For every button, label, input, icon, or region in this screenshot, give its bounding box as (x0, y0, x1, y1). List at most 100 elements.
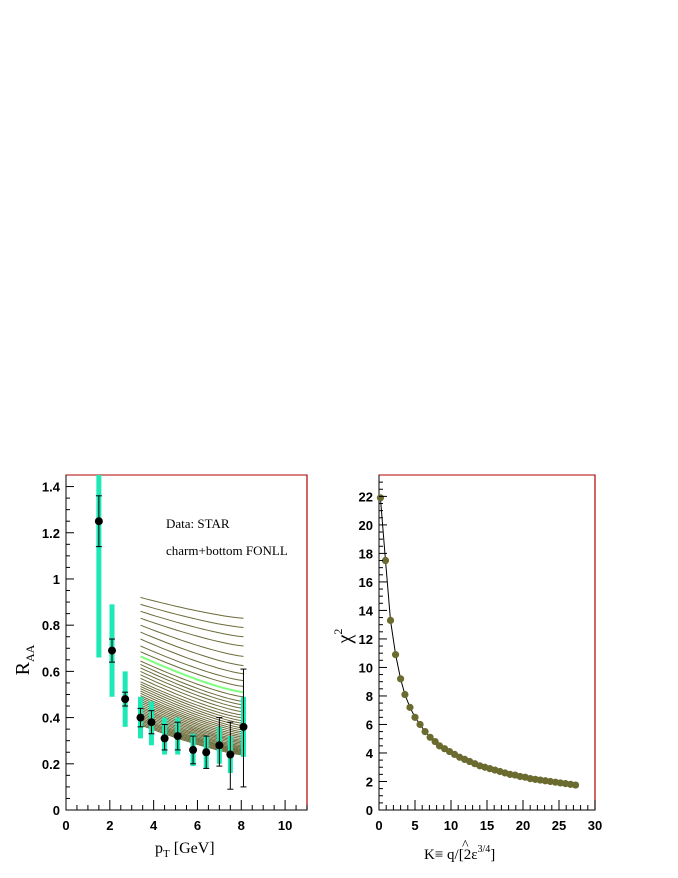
data-point (121, 695, 130, 704)
model-curve (140, 596, 244, 619)
right-y-tick-label: 14 (359, 603, 374, 618)
model-curve (140, 712, 244, 748)
right-x-tick-label: 10 (444, 818, 458, 833)
model-curve (140, 688, 244, 727)
left-y-tick-label: 1 (53, 572, 60, 587)
model-curve (140, 645, 244, 682)
left-x-label-sub: T (163, 848, 170, 860)
right-x-tick-label: 5 (411, 818, 418, 833)
chi2-point (397, 675, 405, 683)
model-curve (140, 683, 244, 722)
model-curve (140, 674, 244, 713)
chi2-point (421, 727, 429, 736)
model-curve (140, 711, 244, 747)
model-curve (140, 677, 244, 716)
data-point (239, 722, 248, 731)
data-point (215, 741, 224, 750)
chi2-point (416, 720, 424, 729)
left-x-label-unit: [GeV] (174, 840, 215, 857)
left-y-tick-label: 0.8 (42, 618, 60, 633)
model-curves (140, 596, 244, 756)
model-curve (140, 695, 244, 733)
model-curve (140, 706, 244, 743)
chi2-point (386, 616, 395, 625)
systematic-band (96, 475, 102, 658)
right-y-tick-label: 12 (359, 632, 373, 647)
right-x-tick-label: 15 (480, 818, 494, 833)
left-y-tick-label: 1.2 (42, 526, 60, 541)
left-y-axis-label: RAA (12, 644, 37, 675)
model-curve (140, 617, 244, 647)
right-plot-frame (378, 474, 596, 811)
right-x-tick-label: 30 (588, 818, 602, 833)
model-curve (140, 697, 244, 735)
right-x-label-qhat: q (447, 847, 455, 863)
left-x-tick-label: 10 (278, 818, 292, 833)
right-x-axis-label: K≡ q/[2ε3/4] (424, 844, 495, 863)
model-curve (140, 700, 244, 738)
qhat-caret: ^ (462, 838, 469, 853)
left-axis-ticks: 0 2 4 6 8 10 0 0.2 0.4 0.6 0.8 1 1.2 1.4 (42, 480, 308, 833)
left-x-tick-label: 8 (238, 818, 245, 833)
chi2-points (376, 494, 580, 789)
chi2-point (391, 651, 400, 659)
model-curve (140, 709, 244, 746)
chi2-point (406, 703, 414, 711)
model-curve (140, 685, 244, 724)
right-y-tick-label: 16 (359, 575, 373, 590)
right-y-label-main: χ (334, 634, 356, 644)
model-curve (140, 690, 244, 729)
right-x-label-close: ] (490, 847, 495, 863)
model-curve (140, 603, 244, 628)
model-curve (140, 681, 244, 719)
model-curve (140, 624, 244, 657)
right-x-label-rest: /[2ε (455, 847, 478, 863)
right-y-axis-label: χ2 (331, 629, 356, 645)
right-y-tick-label: 18 (359, 546, 373, 561)
data-point (226, 750, 235, 759)
data-point (160, 734, 169, 743)
left-y-tick-label: 0 (53, 803, 60, 818)
left-panel: 0 2 4 6 8 10 0 0.2 0.4 0.6 0.8 1 1.2 1.4 Data: STAR c… (12, 474, 308, 860)
right-axis-ticks: 0 5 10 15 20 25 30 0 2 4 6 8 10 12 14 16 18 20 22 (359, 481, 602, 833)
model-curve (140, 667, 244, 706)
right-x-tick-label: 0 (375, 818, 382, 833)
data-point (173, 732, 182, 741)
right-y-tick-label: 4 (366, 746, 374, 761)
chi2-point (571, 781, 580, 789)
right-y-tick-label: 20 (359, 518, 373, 533)
model-curve (140, 660, 244, 698)
left-x-tick-label: 4 (150, 818, 158, 833)
right-x-tick-label: 20 (516, 818, 530, 833)
model-curve (140, 698, 244, 737)
left-x-tick-label: 2 (106, 818, 113, 833)
svg-text:χ2: χ2 (331, 629, 356, 645)
model-curve-highlight (140, 655, 244, 694)
chi2-point (381, 556, 390, 565)
left-y-tick-label: 0.6 (42, 664, 60, 679)
left-y-tick-label: 0.4 (42, 711, 61, 726)
right-y-tick-label: 10 (359, 660, 373, 675)
left-y-tick-label: 0.2 (42, 757, 60, 772)
right-x-label-sup: 3/4 (478, 844, 491, 855)
right-x-tick-label: 25 (552, 818, 566, 833)
left-y-label-main: R (12, 661, 34, 675)
right-panel: 0 5 10 15 20 25 30 0 2 4 6 8 10 12 14 16 18 20 22 K≡ q/[2ε… (331, 474, 602, 863)
data-point (94, 517, 103, 526)
data-points (94, 517, 248, 759)
right-y-tick-label: 2 (366, 774, 373, 789)
data-point (147, 718, 156, 727)
left-y-label-sub: AA (23, 644, 37, 662)
right-y-tick-label: 0 (366, 803, 373, 818)
model-curve (140, 704, 244, 741)
model-curve (140, 610, 244, 638)
chi2-point (376, 494, 385, 502)
svg-text:RAA: RAA (12, 644, 37, 675)
data-point (136, 713, 145, 722)
annotation-data-star: Data: STAR (166, 516, 230, 531)
chi2-point (401, 690, 409, 699)
left-x-tick-label: 6 (194, 818, 201, 833)
chi2-point (426, 733, 434, 741)
data-point (108, 646, 117, 655)
